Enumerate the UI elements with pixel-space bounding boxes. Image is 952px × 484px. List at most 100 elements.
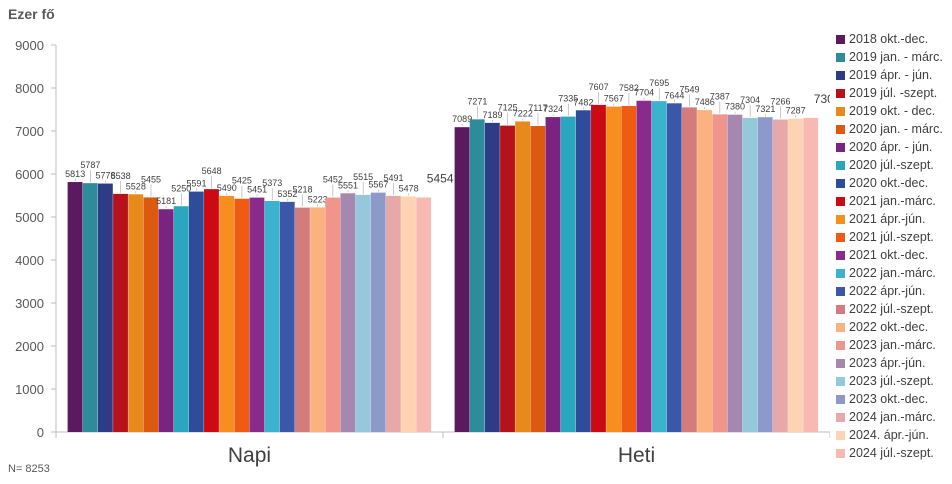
y-tick-label: 8000 (15, 81, 44, 96)
data-label: 7304 (740, 95, 760, 105)
data-label: 7222 (513, 108, 533, 118)
bar (173, 206, 189, 432)
data-label: 7549 (680, 84, 700, 94)
legend-swatch (836, 268, 845, 278)
bar (264, 200, 280, 432)
data-label: 7387 (710, 91, 730, 101)
legend-swatch (836, 394, 845, 404)
y-tick-label: 9000 (15, 38, 44, 53)
legend-label: 2022 jan.-márc. (849, 266, 936, 280)
data-label: 5787 (80, 160, 100, 170)
legend-swatch (836, 88, 845, 98)
legend-swatch (836, 142, 845, 152)
legend-label: 2024. ápr.-jún. (849, 428, 929, 442)
bar (416, 197, 432, 432)
bar (591, 104, 606, 433)
legend-swatch (836, 178, 845, 188)
legend-label: 2020 júl.-szept. (849, 158, 934, 172)
chart-plot: 0 1000 2000 3000 4000 5000 6000 7000 8000 9000 Nap… (15, 38, 830, 467)
legend-item: 2021 jan.-márc. (836, 192, 952, 210)
data-label: 7380 (725, 102, 745, 112)
x-category-label: Napi (228, 444, 271, 467)
legend-item: 2024. ápr.-jún. (836, 426, 952, 444)
data-label: 7335 (558, 94, 578, 104)
bar (325, 197, 341, 432)
bar (712, 114, 728, 432)
data-label: 5551 (338, 180, 358, 190)
legend-label: 2019 ápr. - jún. (849, 68, 933, 82)
legend-swatch (836, 340, 845, 350)
legend-label: 2024 jan.-márc. (849, 410, 936, 424)
data-label: 5452 (323, 175, 343, 185)
y-tick-label: 1000 (15, 382, 44, 397)
data-label: 7089 (452, 114, 472, 124)
legend-label: 2024 júl.-szept. (849, 446, 934, 460)
legend-item: 2024 júl.-szept. (836, 444, 952, 462)
legend-label: 2021 okt.-dec. (849, 248, 929, 262)
bar (742, 117, 758, 432)
bar (355, 194, 371, 432)
data-label: 5478 (399, 183, 419, 193)
legend-swatch (836, 106, 845, 116)
legend-item: 2023 ápr.-jún. (836, 354, 952, 372)
data-label: 5538 (111, 171, 131, 181)
legend-item: 2022 ápr.-jún. (836, 282, 952, 300)
bar (772, 119, 788, 432)
bar (310, 207, 325, 432)
data-label: 7271 (467, 96, 487, 106)
data-label: 7486 (695, 97, 715, 107)
legend-label: 2019 júl. -szept. (849, 86, 938, 100)
legend-swatch (836, 358, 845, 368)
bar (204, 189, 219, 432)
y-tick-label: 5000 (15, 210, 44, 225)
legend-item: 2022 okt.-dec. (836, 318, 952, 336)
sample-size-note: N= 8253 (8, 463, 50, 475)
bar (143, 197, 159, 432)
bar (469, 119, 485, 433)
y-tick-label: 2000 (15, 339, 44, 354)
data-label: 7704 (634, 88, 654, 98)
legend-label: 2021 júl.-szept. (849, 230, 934, 244)
legend-swatch (836, 304, 845, 314)
legend-item: 2023 jan.-márc. (836, 336, 952, 354)
x-category-label: Heti (618, 444, 655, 467)
data-label: 5515 (353, 172, 373, 182)
data-label: 7117 (528, 103, 547, 113)
bar (545, 117, 561, 433)
data-label: 5491 (383, 173, 403, 183)
bar (370, 192, 386, 432)
data-label: 5425 (232, 176, 252, 186)
legend-label: 2022 ápr.-jún. (849, 284, 926, 298)
bar (651, 101, 667, 433)
bar (530, 125, 546, 433)
bar (401, 196, 416, 432)
legend-swatch (836, 214, 845, 224)
legend-label: 2023 júl.-szept. (849, 374, 934, 388)
legend-item: 2021 ápr.-jún. (836, 210, 952, 228)
legend-swatch (836, 286, 845, 296)
data-label: 7644 (664, 90, 684, 100)
bar (188, 191, 204, 432)
legend-label: 2021 jan.-márc. (849, 194, 936, 208)
bar (97, 183, 113, 432)
data-label: 5373 (262, 178, 282, 188)
legend-item: 2021 júl.-szept. (836, 228, 952, 246)
legend-label: 2019 jan. - márc. (849, 50, 943, 64)
bar (666, 103, 682, 433)
data-label: 7567 (604, 94, 624, 104)
legend-label: 2023 jan.-márc. (849, 338, 936, 352)
data-label: 5454 (427, 171, 454, 185)
data-label: 5352 (277, 189, 297, 199)
bar (560, 116, 576, 432)
legend-item: 2019 jan. - márc. (836, 48, 952, 66)
data-label: 7324 (543, 104, 563, 114)
data-label: 5181 (156, 196, 176, 206)
y-tick-label: 3000 (15, 296, 44, 311)
legend-item: 2023 okt.-dec. (836, 390, 952, 408)
data-label: 5250 (171, 183, 191, 193)
legend-item: 2020 jan. - márc. (836, 120, 952, 138)
legend-item: 2022 júl.-szept. (836, 300, 952, 318)
bar (681, 107, 697, 432)
legend-swatch (836, 430, 845, 440)
bar (697, 110, 712, 433)
